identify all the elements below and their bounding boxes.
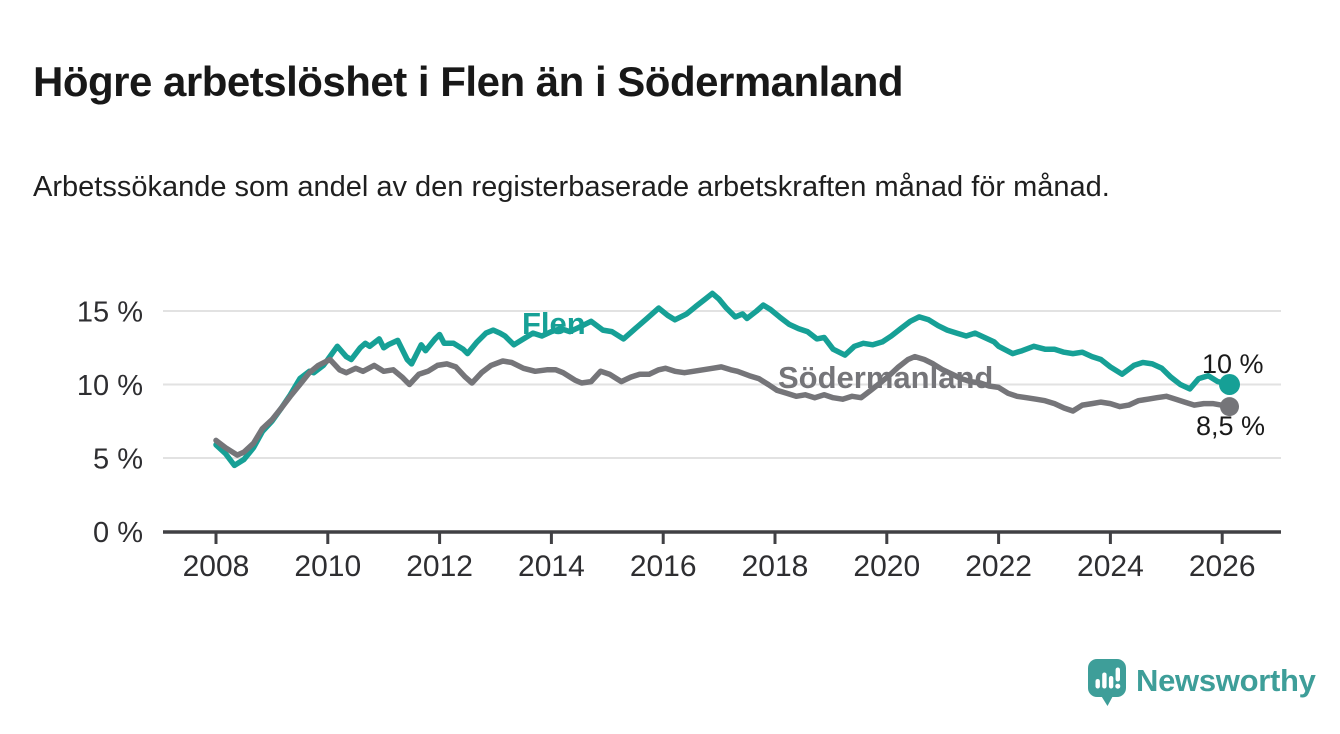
y-axis-labels: 0 % 5 % 10 % 15 %: [77, 297, 143, 550]
flen-line: [213, 290, 1233, 469]
x-axis-tick-label: 2016: [630, 550, 697, 583]
gridlines: [163, 310, 1281, 459]
sodermanland-line: [213, 353, 1233, 458]
x-axis-tick-label: 2012: [406, 550, 473, 583]
x-axis-labels: 2008 2010 2012 2014 2016 2018 2020 2022 2024 2026: [183, 550, 1256, 583]
flen-end-dot: [1219, 374, 1240, 395]
end-value-label-flen: 10 %: [1202, 349, 1264, 379]
page-title: Högre arbetslöshet i Flen än i Södermanl…: [33, 58, 904, 106]
y-axis-tick-label: 0 %: [93, 517, 143, 549]
x-axis-tick-label: 2022: [965, 550, 1032, 583]
page-subtitle: Arbetssökande som andel av den registerb…: [33, 171, 1110, 203]
x-axis-tick-label: 2024: [1077, 550, 1144, 583]
x-axis-ticks: [214, 532, 1224, 544]
newsworthy-wordmark: Newsworthy: [1136, 662, 1316, 698]
x-axis-tick-label: 2014: [518, 550, 585, 583]
y-axis-tick-label: 5 %: [93, 444, 143, 476]
x-axis-tick-label: 2018: [742, 550, 809, 583]
x-axis-tick-label: 2010: [294, 550, 361, 583]
x-axis-tick-label: 2026: [1189, 550, 1256, 583]
series-label-sodermanland: Södermanland: [778, 360, 994, 395]
newsworthy-logo: Newsworthy: [1087, 658, 1316, 707]
y-axis-tick-label: 10 %: [77, 370, 143, 402]
series-label-flen: Flen: [522, 306, 586, 341]
end-value-label-sodermanland: 8,5 %: [1196, 411, 1266, 441]
y-axis-tick-label: 15 %: [77, 297, 143, 329]
x-axis-tick-label: 2008: [183, 550, 250, 583]
x-axis-tick-label: 2020: [853, 550, 920, 583]
bar-chart-speech-bubble-icon: [1088, 659, 1126, 706]
sodermanland-end-dot: [1220, 397, 1239, 417]
